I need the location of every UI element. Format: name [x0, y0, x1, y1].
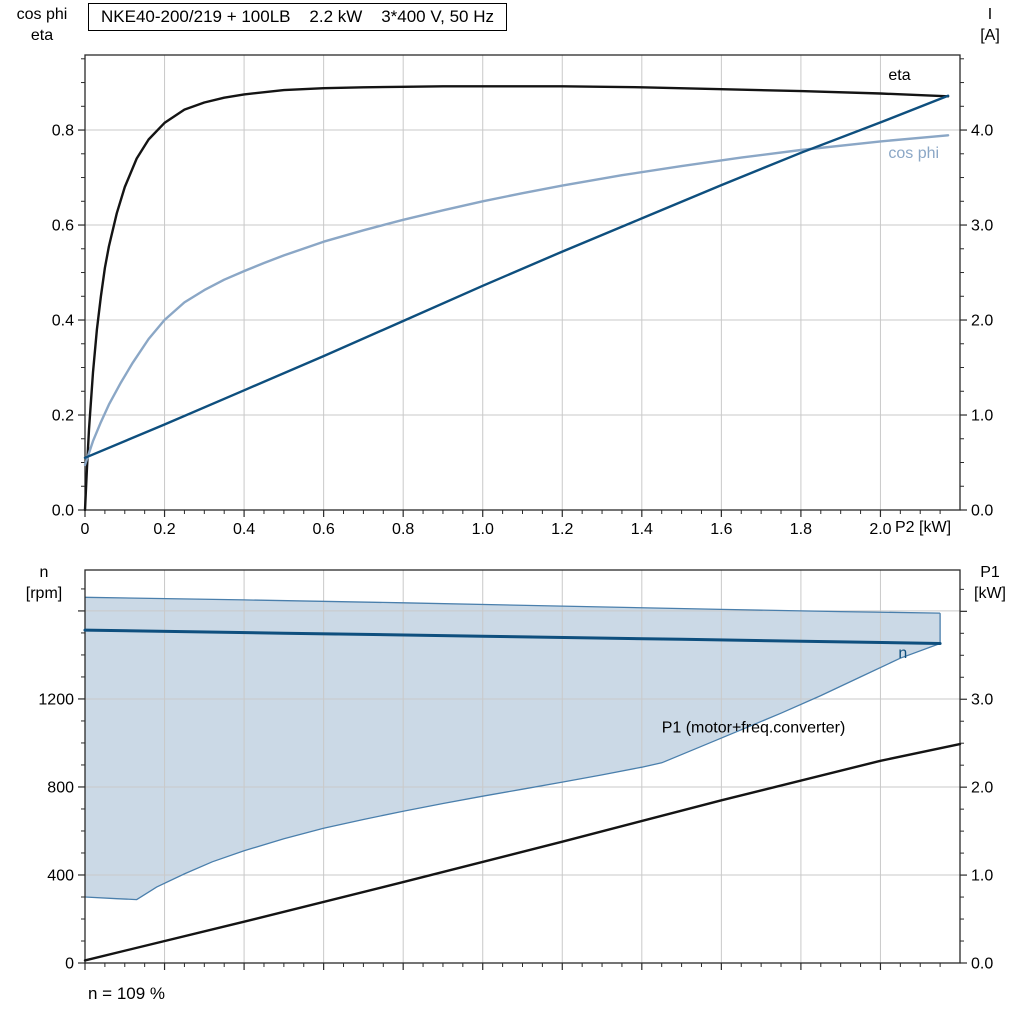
x-axis-title: P2 [kW] — [895, 519, 952, 536]
svg-text:2.0: 2.0 — [869, 521, 891, 538]
svg-text:800: 800 — [47, 779, 74, 796]
svg-text:1.2: 1.2 — [551, 521, 573, 538]
svg-text:0.0: 0.0 — [971, 503, 993, 520]
speed-percentage-note: n = 109 % — [88, 984, 166, 1003]
pump-title-box: NKE40-200/219 + 100LB 2.2 kW 3*400 V, 50… — [88, 3, 507, 31]
svg-text:1.0: 1.0 — [971, 408, 993, 425]
svg-text:0.0: 0.0 — [971, 956, 993, 973]
series-eta — [83, 85, 950, 512]
svg-text:2.0: 2.0 — [971, 780, 993, 797]
bottom-right-axis-title: P1 [kW] — [974, 564, 1006, 602]
svg-text:1.8: 1.8 — [790, 521, 812, 538]
series-p1-motor-freq-converter — [83, 742, 962, 962]
svg-text:0.2: 0.2 — [153, 521, 175, 538]
plot-border — [84, 54, 961, 511]
speed-control-range — [85, 597, 941, 900]
top-left-axis-title: cos phi eta — [16, 6, 68, 44]
band-lower-boundary — [84, 642, 941, 901]
svg-text:0: 0 — [81, 521, 90, 538]
svg-text:0.6: 0.6 — [313, 521, 335, 538]
series-cos-phi — [83, 134, 950, 467]
svg-text:3.0: 3.0 — [971, 692, 993, 709]
svg-text:1200: 1200 — [38, 691, 74, 708]
curve-label-p1-motor-freq-converter: P1 (motor+freq.converter) — [662, 719, 846, 736]
svg-text:0.8: 0.8 — [392, 521, 414, 538]
svg-text:1.0: 1.0 — [971, 868, 993, 885]
svg-text:0.4: 0.4 — [52, 313, 74, 330]
svg-text:0.4: 0.4 — [233, 521, 255, 538]
bottom-left-axis-title: n [rpm] — [25, 564, 63, 602]
svg-text:400: 400 — [47, 867, 74, 884]
svg-text:4.0: 4.0 — [971, 123, 993, 140]
series-i — [83, 94, 950, 459]
svg-text:0.6: 0.6 — [52, 218, 74, 235]
svg-text:0.0: 0.0 — [52, 503, 74, 520]
curve-label-cos-phi: cos phi — [888, 145, 939, 162]
top-chart-eta-cosphi-current: 0 0.2 0.4 0.6 0.8 1.0 1.2 1.4 1.6 1.8 2.0 0.0 0.2 0.4… — [52, 54, 993, 538]
svg-text:3.0: 3.0 — [971, 218, 993, 235]
svg-text:1.6: 1.6 — [710, 521, 732, 538]
svg-text:1.0: 1.0 — [472, 521, 494, 538]
svg-text:0.8: 0.8 — [52, 123, 74, 140]
series-n — [83, 628, 942, 645]
svg-text:2.0: 2.0 — [971, 313, 993, 330]
band-upper-boundary — [84, 596, 941, 614]
bottom-chart-speed-power: 0 400 800 1200 0.0 1.0 2.0 3.0 n P1 (motor+freq.c… — [38, 569, 993, 973]
svg-text:0.2: 0.2 — [52, 408, 74, 425]
curve-label-eta: eta — [888, 67, 910, 84]
top-right-axis-title: I [A] — [980, 6, 1000, 44]
svg-text:0: 0 — [65, 956, 74, 973]
curve-label-n: n — [898, 645, 907, 662]
svg-text:1.4: 1.4 — [631, 521, 653, 538]
